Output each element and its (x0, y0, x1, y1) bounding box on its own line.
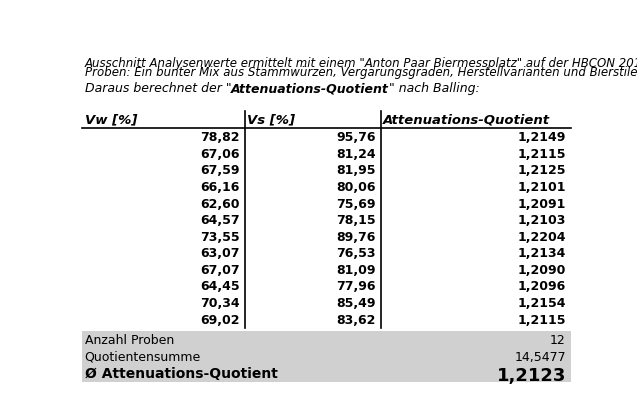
Text: 14,5477: 14,5477 (514, 350, 566, 363)
Text: 73,55: 73,55 (201, 230, 240, 243)
Text: 1,2204: 1,2204 (517, 230, 566, 243)
Text: 80,06: 80,06 (336, 180, 376, 194)
Text: Attenuations-Quotient: Attenuations-Quotient (231, 82, 389, 95)
Text: 67,06: 67,06 (201, 147, 240, 161)
Text: 63,07: 63,07 (201, 247, 240, 260)
Text: 64,57: 64,57 (201, 214, 240, 227)
Text: 85,49: 85,49 (336, 297, 376, 309)
Text: 1,2149: 1,2149 (517, 131, 566, 144)
Text: 81,24: 81,24 (336, 147, 376, 161)
Text: 66,16: 66,16 (201, 180, 240, 194)
Text: 89,76: 89,76 (336, 230, 376, 243)
Text: " nach Balling:: " nach Balling: (389, 82, 480, 95)
Text: Vw [%]: Vw [%] (85, 113, 137, 126)
Text: Daraus berechnet der ": Daraus berechnet der " (85, 82, 231, 95)
Text: 69,02: 69,02 (201, 313, 240, 326)
Text: 83,62: 83,62 (336, 313, 376, 326)
Text: 1,2134: 1,2134 (517, 247, 566, 260)
Text: 77,96: 77,96 (336, 280, 376, 293)
Text: 1,2125: 1,2125 (517, 164, 566, 177)
Text: Ø Attenuations-Quotient: Ø Attenuations-Quotient (85, 366, 278, 380)
Text: 1,2115: 1,2115 (517, 147, 566, 161)
Text: 12: 12 (550, 333, 566, 346)
Text: 78,15: 78,15 (336, 214, 376, 227)
Text: 1,2096: 1,2096 (518, 280, 566, 293)
Text: 1,2090: 1,2090 (517, 263, 566, 276)
Text: 64,45: 64,45 (201, 280, 240, 293)
Text: 95,76: 95,76 (336, 131, 376, 144)
Text: Attenuations-Quotient: Attenuations-Quotient (383, 113, 550, 126)
Bar (82, 331, 571, 382)
Text: 70,34: 70,34 (201, 297, 240, 309)
Text: Proben: Ein bunter Mix aus Stammwürzen, Vergärungsgraden, Herstellvarianten und : Proben: Ein bunter Mix aus Stammwürzen, … (85, 66, 637, 78)
Text: 67,59: 67,59 (201, 164, 240, 177)
Text: 81,09: 81,09 (336, 263, 376, 276)
Text: Vs [%]: Vs [%] (248, 113, 296, 126)
Text: 76,53: 76,53 (336, 247, 376, 260)
Text: 1,2115: 1,2115 (517, 313, 566, 326)
Text: Quotientensumme: Quotientensumme (85, 350, 201, 363)
Text: 78,82: 78,82 (201, 131, 240, 144)
Text: 75,69: 75,69 (336, 197, 376, 210)
Text: 1,2154: 1,2154 (517, 297, 566, 309)
Text: 62,60: 62,60 (201, 197, 240, 210)
Text: 1,2103: 1,2103 (517, 214, 566, 227)
Text: 1,2123: 1,2123 (496, 366, 566, 384)
Text: 1,2091: 1,2091 (517, 197, 566, 210)
Text: 81,95: 81,95 (336, 164, 376, 177)
Text: Ausschnitt Analysenwerte ermittelt mit einem "Anton Paar Biermessplatz" auf der : Ausschnitt Analysenwerte ermittelt mit e… (85, 57, 637, 69)
Text: 1,2101: 1,2101 (517, 180, 566, 194)
Text: Anzahl Proben: Anzahl Proben (85, 333, 174, 346)
Text: 67,07: 67,07 (201, 263, 240, 276)
